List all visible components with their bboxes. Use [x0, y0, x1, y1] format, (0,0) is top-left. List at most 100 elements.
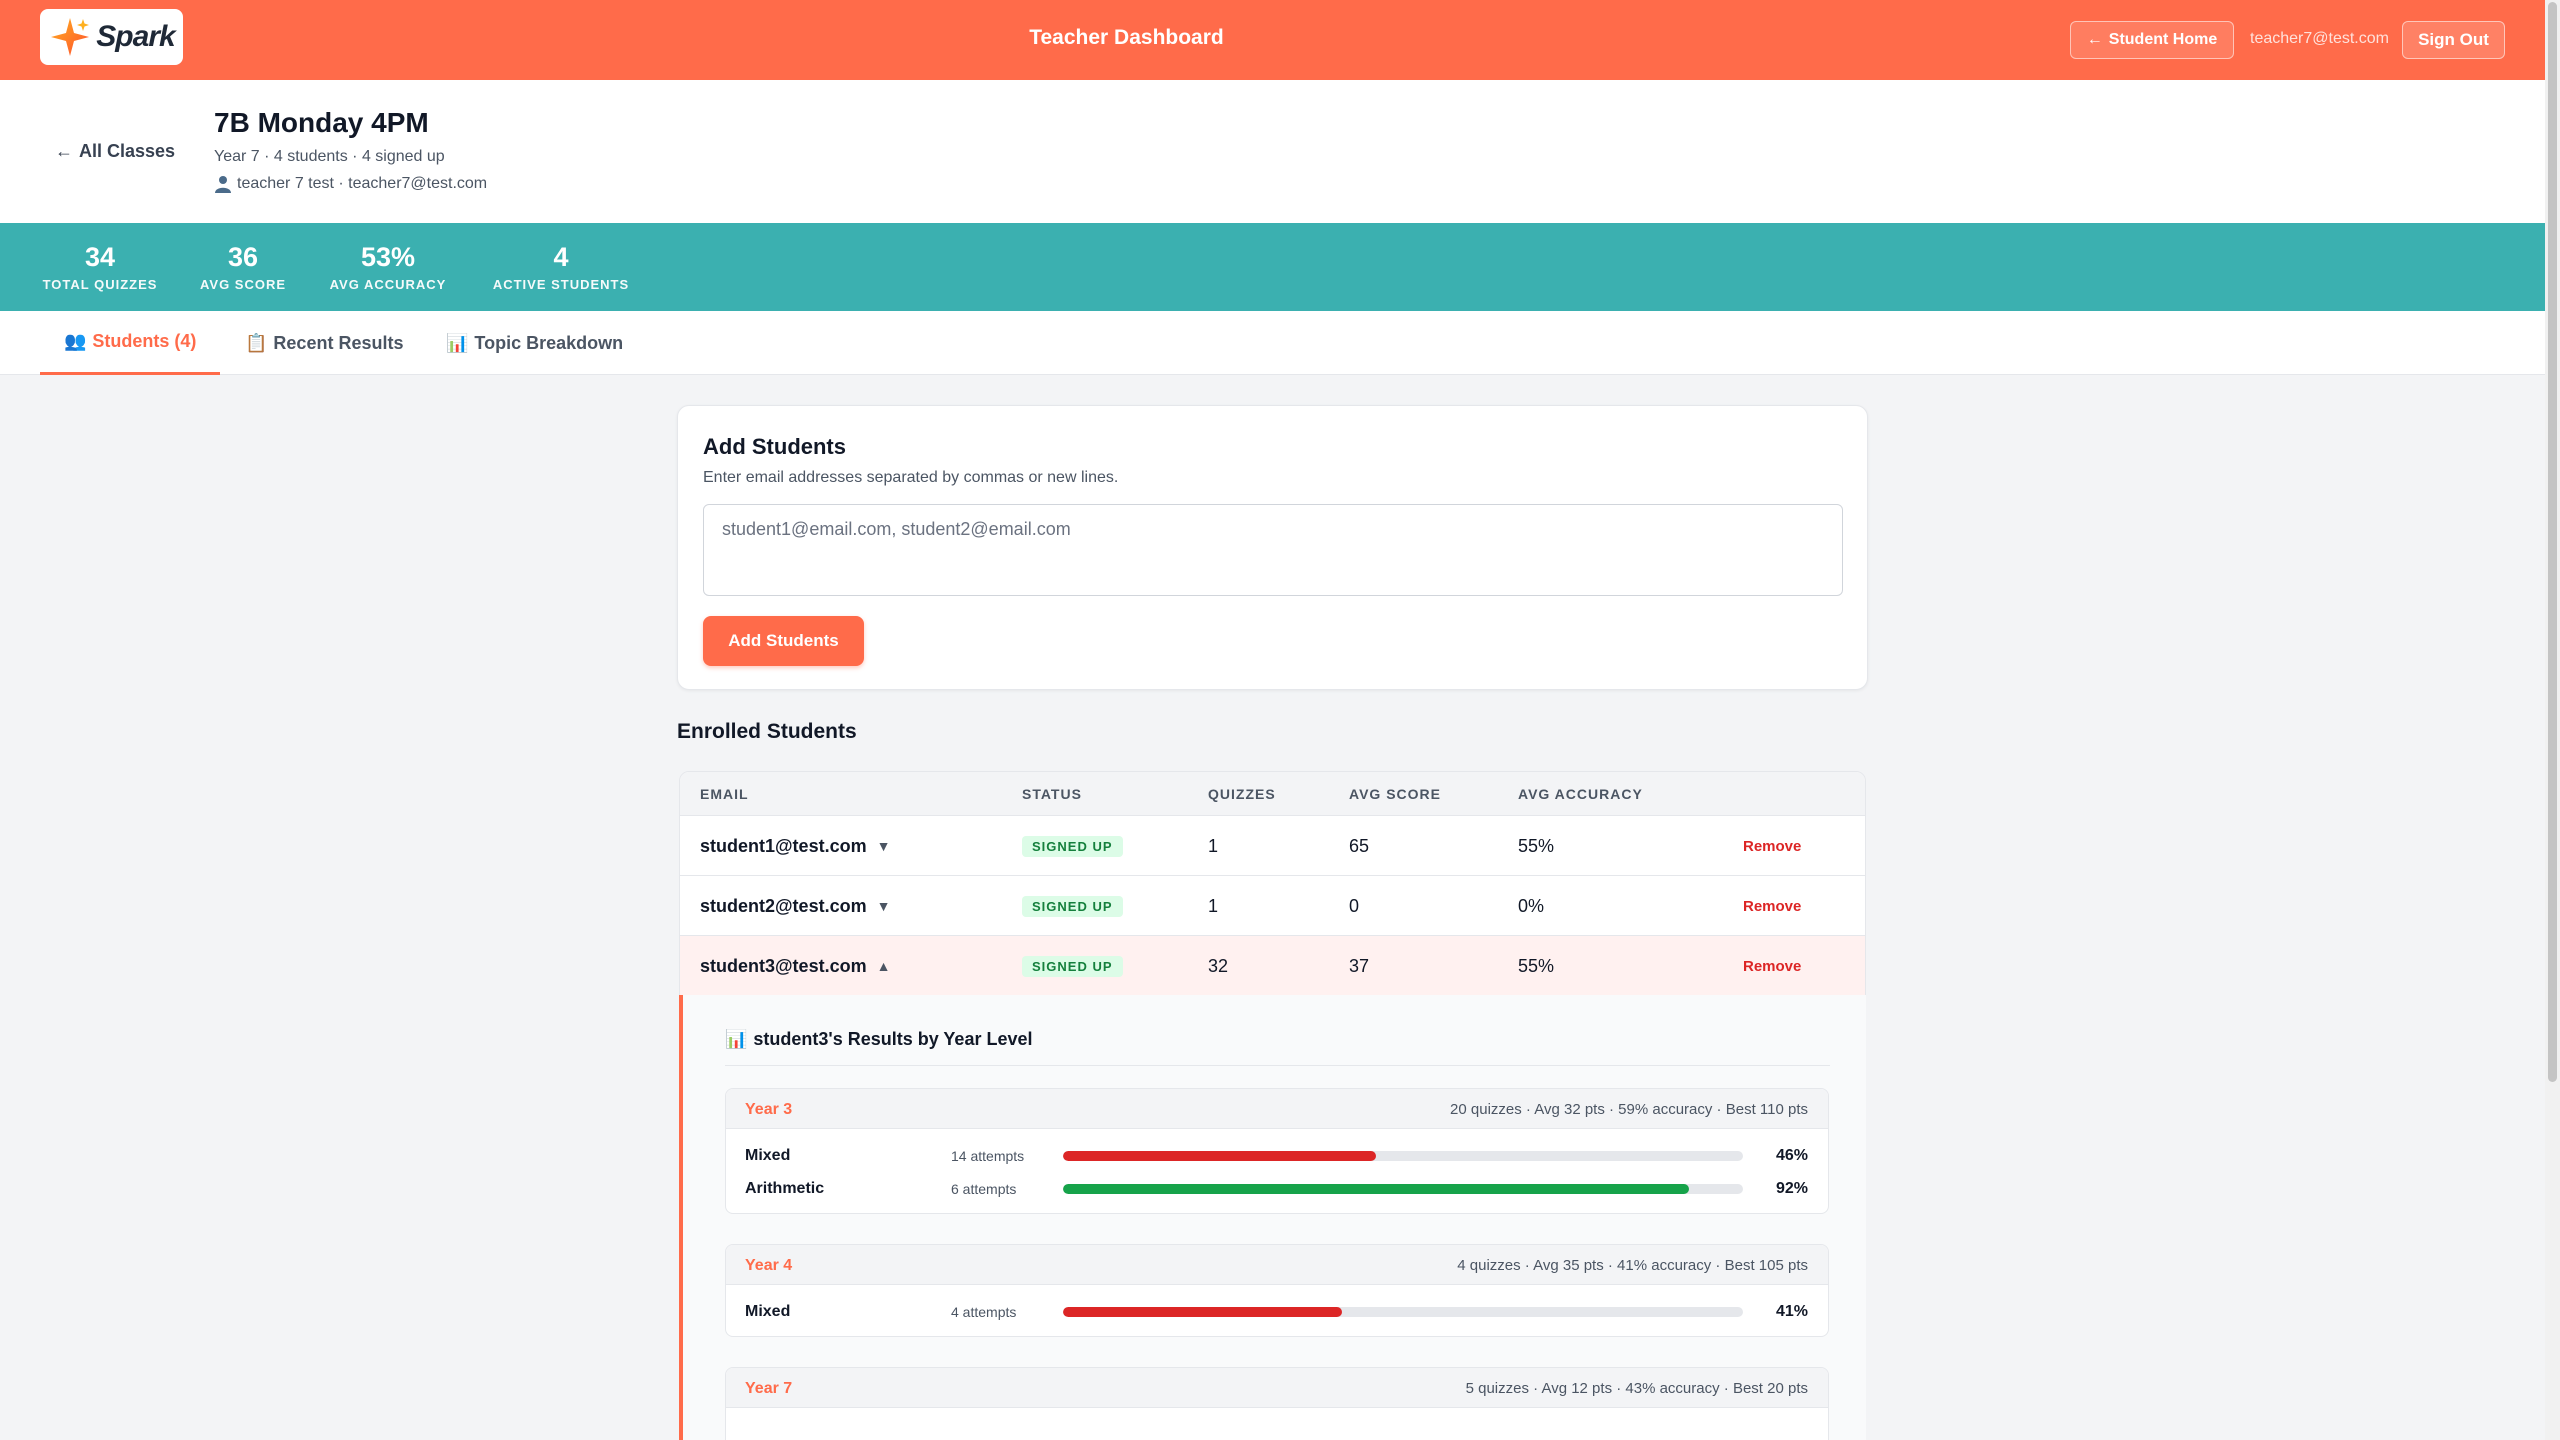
- remove-student-button[interactable]: Remove: [1743, 837, 1802, 855]
- stat-value: 34: [84, 242, 116, 272]
- stat-total-quizzes: 34 TOTAL QUIZZES: [40, 241, 160, 292]
- user-email: teacher7@test.com: [2250, 30, 2389, 47]
- stats-bar: 34 TOTAL QUIZZES 36 AVG SCORE 53% AVG AC…: [0, 223, 2545, 311]
- student-home-button[interactable]: ← Student Home: [2070, 21, 2234, 59]
- remove-student-button[interactable]: Remove: [1743, 957, 1802, 975]
- tab-recent-results[interactable]: 📋 Recent Results: [221, 311, 427, 375]
- sparkle-icon: [51, 18, 90, 56]
- avg-accuracy: 55%: [1518, 955, 1555, 976]
- student-email[interactable]: student2@test.com ▼: [700, 876, 890, 936]
- avg-accuracy: 55%: [1518, 835, 1555, 856]
- add-students-subtitle: Enter email addresses separated by comma…: [703, 469, 1119, 486]
- year-card-year-3: Year 3 20 quizzes · Avg 32 pts · 59% acc…: [725, 1088, 1829, 1214]
- progress-track: [1063, 1184, 1743, 1194]
- column-header-email: EMAIL: [700, 786, 749, 802]
- progress-bar: [1063, 1307, 1342, 1317]
- sign-out-button[interactable]: Sign Out: [2402, 21, 2505, 59]
- progress-bar: [1063, 1184, 1689, 1194]
- column-header-avg-score: AVG SCORE: [1349, 786, 1441, 802]
- avg-accuracy: 0%: [1518, 895, 1545, 916]
- add-students-card: Add Students Enter email addresses separ…: [677, 405, 1868, 690]
- spark-logo[interactable]: Spark: [40, 9, 183, 65]
- topic-percent: 41%: [1775, 1303, 1808, 1320]
- email-text: student3@test.com: [700, 955, 867, 976]
- student-email[interactable]: student3@test.com ▲: [700, 936, 890, 996]
- results-title: 📊 student3's Results by Year Level: [725, 1029, 1033, 1050]
- column-header-status: STATUS: [1022, 786, 1082, 802]
- stat-active-students: 4 ACTIVE STUDENTS: [488, 241, 634, 292]
- stat-avg-accuracy: 53% AVG ACCURACY: [326, 241, 450, 292]
- add-students-title: Add Students: [703, 434, 846, 459]
- year-card-year-7: Year 7 5 quizzes · Avg 12 pts · 43% accu…: [725, 1367, 1829, 1440]
- quizzes-count: 32: [1208, 955, 1229, 976]
- arrow-left-icon: ←: [55, 141, 73, 161]
- all-classes-label: All Classes: [79, 141, 176, 161]
- tab-label: Students (4): [92, 331, 197, 351]
- class-header: ← All Classes 7B Monday 4PM Year 7 · 4 s…: [0, 80, 2545, 223]
- bar-chart-icon: 📊: [725, 1029, 748, 1049]
- table-header: EMAIL STATUS QUIZZES AVG SCORE AVG ACCUR…: [680, 772, 1865, 816]
- student-results-panel: 📊 student3's Results by Year Level Year …: [679, 995, 1866, 1440]
- status-badge: SIGNED UP: [1022, 955, 1123, 977]
- tab-label: Topic Breakdown: [474, 332, 624, 353]
- clipboard-icon: 📋: [245, 332, 268, 353]
- table-row-expanded[interactable]: student3@test.com ▲ SIGNED UP 32 37 55% …: [680, 936, 1865, 996]
- remove-student-button[interactable]: Remove: [1743, 897, 1802, 915]
- table-row[interactable]: student2@test.com ▼ SIGNED UP 1 0 0% Rem…: [680, 876, 1865, 936]
- avg-score: 37: [1349, 955, 1370, 976]
- stat-avg-score: 36 AVG SCORE: [198, 241, 288, 292]
- stat-label: TOTAL QUIZZES: [42, 277, 158, 292]
- avg-score: 65: [1349, 835, 1370, 856]
- page-scrollbar[interactable]: [2545, 0, 2560, 1440]
- chevron-down-icon[interactable]: ▼: [876, 838, 891, 854]
- year-summary: 4 quizzes · Avg 35 pts · 41% accuracy · …: [1457, 1257, 1808, 1274]
- year-name: Year 4: [745, 1257, 793, 1274]
- progress-track: [1063, 1307, 1743, 1317]
- quizzes-count: 1: [1208, 835, 1219, 856]
- column-header-avg-accuracy: AVG ACCURACY: [1518, 786, 1643, 802]
- year-summary: 5 quizzes · Avg 12 pts · 43% accuracy · …: [1465, 1380, 1808, 1397]
- enrolled-students-table: EMAIL STATUS QUIZZES AVG SCORE AVG ACCUR…: [679, 771, 1866, 997]
- topic-percent: 92%: [1775, 1180, 1808, 1197]
- topic-attempts: 14 attempts: [951, 1148, 1025, 1164]
- topic-percent: 46%: [1775, 1147, 1808, 1164]
- table-row[interactable]: student1@test.com ▼ SIGNED UP 1 65 55% R…: [680, 816, 1865, 876]
- topic-row: Arithmetic 6 attempts 92%: [726, 1172, 1828, 1205]
- topic-attempts: 6 attempts: [951, 1181, 1017, 1197]
- scrollbar-thumb[interactable]: [2548, 2, 2557, 1082]
- stat-value: 53%: [360, 242, 416, 272]
- add-students-button[interactable]: Add Students: [703, 616, 864, 666]
- chevron-down-icon[interactable]: ▼: [876, 898, 891, 914]
- student-email[interactable]: student1@test.com ▼: [700, 816, 890, 876]
- student-emails-input[interactable]: [703, 504, 1843, 596]
- chevron-up-icon[interactable]: ▲: [876, 958, 891, 974]
- progress-bar: [1063, 1151, 1376, 1161]
- year-header: Year 7 5 quizzes · Avg 12 pts · 43% accu…: [726, 1368, 1828, 1408]
- stat-label: AVG ACCURACY: [329, 277, 447, 292]
- tab-bar: 👥 Students (4) 📋 Recent Results 📊 Topic …: [0, 311, 2545, 375]
- topic-name: Mixed: [745, 1303, 791, 1320]
- logo-text: Spark: [96, 20, 175, 53]
- year-header: Year 4 4 quizzes · Avg 35 pts · 41% accu…: [726, 1245, 1828, 1285]
- email-text: student2@test.com: [700, 895, 867, 916]
- status-badge: SIGNED UP: [1022, 895, 1123, 917]
- person-icon: [215, 176, 231, 193]
- arrow-left-icon: ←: [2086, 31, 2103, 48]
- teacher-info: teacher 7 test · teacher7@test.com: [237, 175, 488, 192]
- class-meta: Year 7 · 4 students · 4 signed up: [214, 148, 445, 165]
- stat-label: AVG SCORE: [199, 277, 287, 292]
- student-home-label: Student Home: [2108, 31, 2218, 48]
- stat-value: 36: [227, 242, 259, 272]
- tab-topic-breakdown[interactable]: 📊 Topic Breakdown: [422, 311, 647, 375]
- stat-label: ACTIVE STUDENTS: [492, 277, 630, 292]
- stat-value: 4: [553, 242, 569, 272]
- status-badge: SIGNED UP: [1022, 835, 1123, 857]
- avg-score: 0: [1349, 895, 1360, 916]
- email-text: student1@test.com: [700, 835, 867, 856]
- all-classes-link[interactable]: ← All Classes: [55, 141, 175, 162]
- column-header-quizzes: QUIZZES: [1208, 786, 1276, 802]
- year-name: Year 7: [745, 1380, 793, 1397]
- tab-students[interactable]: 👥 Students (4): [40, 311, 221, 375]
- class-title: 7B Monday 4PM: [214, 107, 429, 138]
- enrolled-students-title: Enrolled Students: [677, 720, 857, 743]
